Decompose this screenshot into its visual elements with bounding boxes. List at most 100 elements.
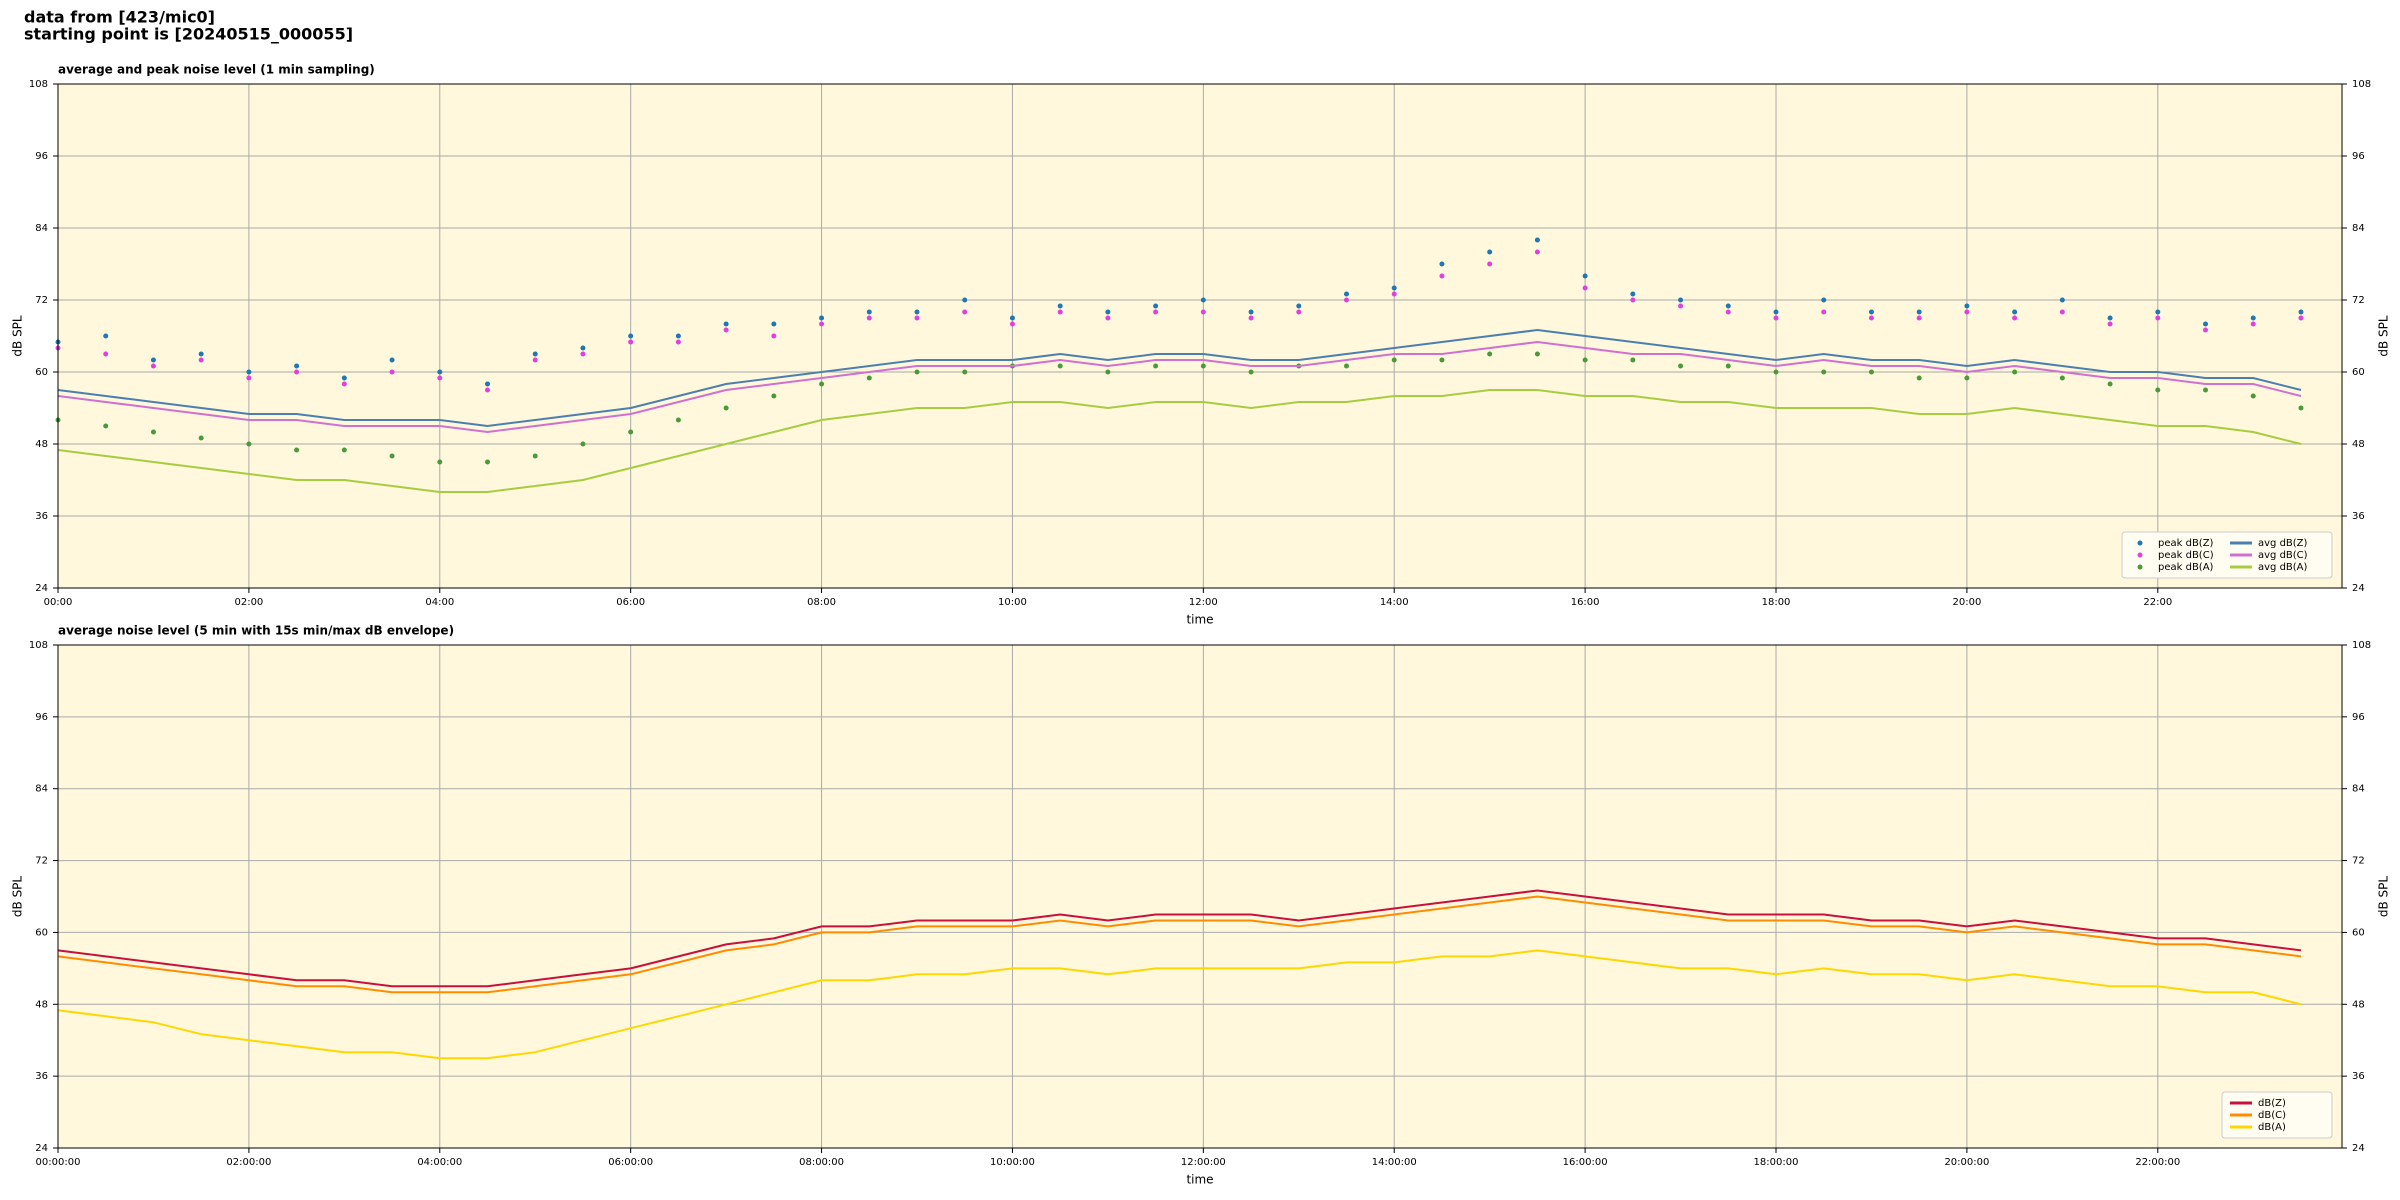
peak-point	[198, 435, 204, 441]
series-line	[57, 389, 2302, 493]
peak-point	[150, 357, 156, 363]
peak-point	[437, 375, 443, 381]
x-tick-label: 14:00	[1380, 597, 1409, 608]
peak-point	[1248, 369, 1254, 375]
x-tick-label: 00:00:00	[36, 1157, 81, 1168]
y-tick-label: 108	[2352, 640, 2371, 651]
peak-point	[1487, 249, 1493, 255]
y-tick-label: 36	[2352, 511, 2365, 522]
peak-point	[675, 417, 681, 423]
peak-point	[2298, 315, 2304, 321]
peak-point	[532, 351, 538, 357]
peak-point	[1344, 363, 1350, 369]
x-axis-label: time	[1186, 613, 1213, 627]
peak-point	[1391, 291, 1397, 297]
peak-point	[341, 447, 347, 453]
y-tick-label: 60	[2352, 927, 2365, 938]
y-tick-label: 96	[35, 151, 48, 162]
x-tick-label: 20:00	[1952, 597, 1981, 608]
peak-point	[2059, 375, 2065, 381]
peak-point	[1153, 363, 1159, 369]
peak-point	[962, 297, 968, 303]
plot-background	[58, 84, 2342, 588]
y-tick-label: 72	[2352, 856, 2365, 867]
series-line	[57, 328, 2302, 428]
x-tick-label: 12:00:00	[1181, 1157, 1226, 1168]
peak-point	[1582, 357, 1588, 363]
peak-point	[1296, 309, 1302, 315]
peak-point	[1105, 369, 1111, 375]
header-line: starting point is [20240515_000055]	[24, 25, 353, 44]
x-tick-label: 12:00	[1189, 597, 1218, 608]
peak-point	[2155, 315, 2161, 321]
x-tick-label: 16:00	[1571, 597, 1600, 608]
y-tick-label: 108	[2352, 79, 2371, 90]
peak-point	[294, 363, 300, 369]
peak-point	[1916, 315, 1922, 321]
peak-point	[246, 441, 252, 447]
peak-point	[294, 447, 300, 453]
peak-point	[246, 375, 252, 381]
header-line: data from [423/mic0]	[24, 8, 215, 27]
peak-point	[819, 381, 825, 387]
peak-point	[1821, 309, 1827, 315]
peak-point	[389, 369, 395, 375]
peak-point	[1057, 363, 1063, 369]
peak-point	[1821, 369, 1827, 375]
peak-point	[914, 369, 920, 375]
legend-label: peak dB(A)	[2158, 562, 2214, 573]
peak-point	[150, 429, 156, 435]
peak-point	[1868, 315, 1874, 321]
series-line	[57, 889, 2302, 988]
peak-point	[1773, 369, 1779, 375]
x-tick-label: 20:00:00	[1944, 1157, 1989, 1168]
peak-point	[1582, 273, 1588, 279]
peak-point	[198, 351, 204, 357]
x-tick-label: 18:00	[1762, 597, 1791, 608]
series-line	[57, 949, 2302, 1060]
legend-label: peak dB(Z)	[2158, 538, 2214, 549]
peak-point	[1916, 309, 1922, 315]
peak-point	[532, 357, 538, 363]
peak-point	[1153, 303, 1159, 309]
y-tick-label: 72	[35, 856, 48, 867]
peak-point	[2059, 309, 2065, 315]
peak-point	[914, 315, 920, 321]
y-tick-label: 72	[2352, 295, 2365, 306]
y-tick-label: 84	[2352, 223, 2365, 234]
chart-title: average and peak noise level (1 min samp…	[58, 63, 375, 77]
peak-point	[485, 387, 491, 393]
y-tick-label: 36	[35, 511, 48, 522]
peak-point	[914, 309, 920, 315]
legend-label: dB(C)	[2258, 1110, 2286, 1121]
y-tick-label: 48	[35, 999, 48, 1010]
x-tick-label: 22:00:00	[2135, 1157, 2180, 1168]
peak-point	[1678, 297, 1684, 303]
y-tick-label: 96	[2352, 151, 2365, 162]
peak-point	[1344, 297, 1350, 303]
peak-point	[1868, 369, 1874, 375]
chart-title: average noise level (5 min with 15s min/…	[58, 624, 454, 638]
peak-point	[103, 333, 109, 339]
peak-point	[2012, 369, 2018, 375]
legend-label: avg dB(Z)	[2258, 538, 2308, 549]
peak-point	[2203, 327, 2209, 333]
peak-point	[1200, 297, 1206, 303]
peak-point	[246, 369, 252, 375]
peak-point	[1057, 309, 1063, 315]
peak-point	[150, 363, 156, 369]
y-tick-label: 60	[2352, 367, 2365, 378]
plot-frame	[57, 644, 2343, 1149]
y-tick-label: 108	[29, 79, 48, 90]
x-tick-label: 14:00:00	[1372, 1157, 1417, 1168]
peak-point	[723, 405, 729, 411]
legend-label: peak dB(C)	[2158, 550, 2214, 561]
peak-point	[437, 369, 443, 375]
y-axis-label: dB SPL	[11, 876, 25, 918]
peak-point	[628, 333, 634, 339]
x-tick-label: 02:00	[234, 597, 263, 608]
peak-point	[723, 327, 729, 333]
peak-point	[2203, 321, 2209, 327]
y-tick-label: 84	[2352, 784, 2365, 795]
